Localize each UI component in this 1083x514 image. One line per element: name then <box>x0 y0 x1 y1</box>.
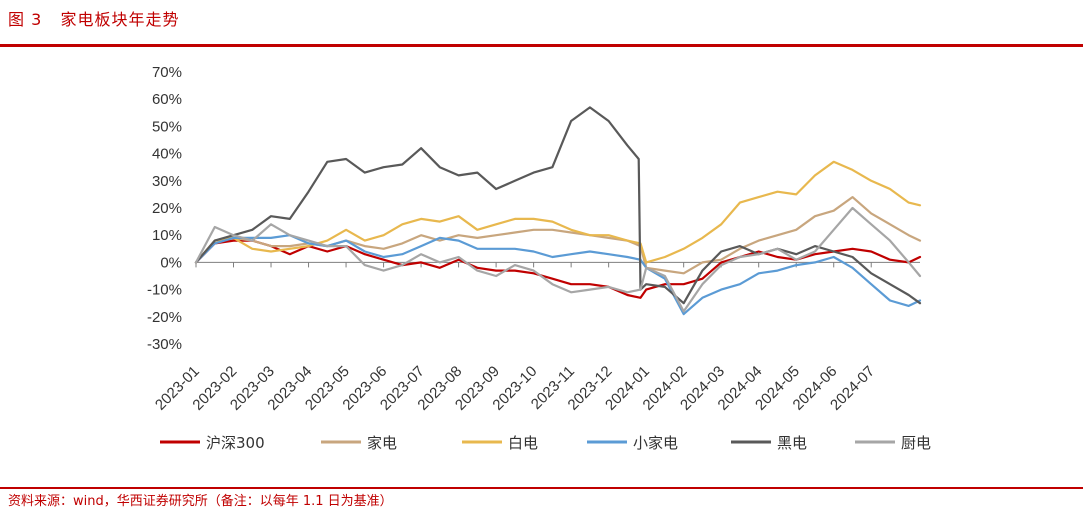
y-tick-label: 60% <box>152 91 182 108</box>
legend-label: 白电 <box>508 434 538 452</box>
series-line-沪深300 <box>194 239 922 299</box>
series-line-厨电 <box>194 206 922 313</box>
legend-label: 沪深300 <box>206 434 265 452</box>
y-tick-label: 10% <box>152 227 182 244</box>
y-tick-label: 70% <box>152 64 182 81</box>
top-divider <box>0 44 1083 47</box>
legend-label: 家电 <box>367 434 397 452</box>
legend-label: 黑电 <box>777 434 807 452</box>
y-tick-label: 20% <box>152 200 182 217</box>
x-axis: 2023-012023-022023-032023-042023-052023-… <box>152 261 920 414</box>
y-tick-label: -30% <box>147 336 182 353</box>
y-tick-label: -20% <box>147 309 182 326</box>
bottom-divider <box>0 487 1083 489</box>
line-chart: -30% -20% -10% 0% 10% 20% 30% 40% 50% 60% 70% 2023… <box>147 64 931 452</box>
legend: 沪深300 家电 白电 小家电 黑电 厨电 <box>160 434 931 452</box>
series-line-黑电 <box>194 106 922 305</box>
y-tick-label: 0% <box>160 254 182 271</box>
legend-label: 小家电 <box>633 434 678 452</box>
figure-title: 图 3 家电板块年走势 <box>8 10 180 29</box>
source-note: 资料来源：wind，华西证券研究所（备注：以每年 1.1 日为基准） <box>8 494 393 509</box>
y-tick-label: 30% <box>152 173 182 190</box>
y-tick-label: 40% <box>152 146 182 163</box>
series-layer <box>194 106 922 316</box>
y-axis: -30% -20% -10% 0% 10% 20% 30% 40% 50% 60% 70% <box>147 64 182 353</box>
y-tick-label: -10% <box>147 282 182 299</box>
y-tick-label: 50% <box>152 118 182 135</box>
legend-label: 厨电 <box>901 434 931 452</box>
series-line-白电 <box>194 160 922 264</box>
